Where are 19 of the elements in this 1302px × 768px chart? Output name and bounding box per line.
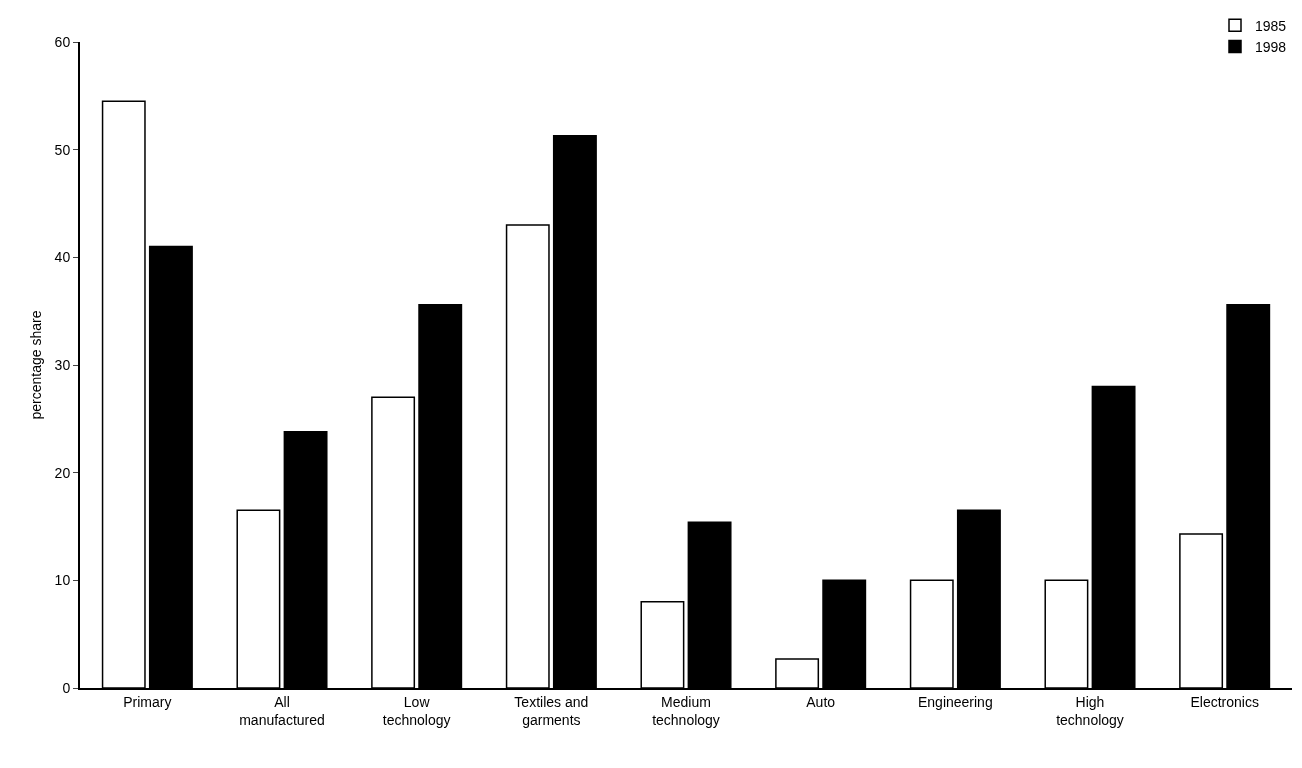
x-tick-label: Low technology <box>382 693 451 728</box>
y-tick-label: 20 <box>54 464 71 481</box>
x-tick-label: Primary <box>123 693 172 710</box>
x-tick-label: Electronics <box>1190 693 1259 710</box>
x-tick-label: All manufactured <box>239 693 325 728</box>
y-tick-label: 30 <box>54 356 71 373</box>
x-tick-label: Engineering <box>917 693 993 710</box>
y-tick-label: 40 <box>54 249 71 266</box>
legend-label: 1985 <box>1255 17 1287 34</box>
y-axis-title: percentage share <box>28 310 44 420</box>
x-tick-label: Medium technology <box>652 693 720 728</box>
y-tick-label: 10 <box>54 572 71 589</box>
y-tick-label: 50 <box>54 141 71 158</box>
y-tick-label: 0 <box>62 679 71 696</box>
x-tick-label: Textiles and garments <box>514 693 589 728</box>
legend-label: 1998 <box>1255 38 1287 55</box>
x-tick-label: Auto <box>806 693 836 710</box>
x-tick-label: High technology <box>1056 693 1124 728</box>
y-tick-label: 60 <box>54 33 71 50</box>
